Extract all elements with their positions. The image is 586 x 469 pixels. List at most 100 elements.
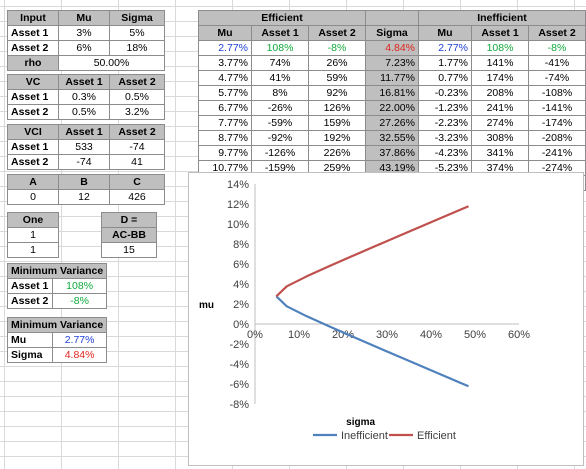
one-value-cell[interactable]: 1 <box>7 242 59 258</box>
efficient-asset1-cell[interactable]: 41% <box>251 70 309 86</box>
sigma-cell[interactable]: 16.81% <box>365 85 419 101</box>
sigma-cell[interactable]: 22.00% <box>365 100 419 116</box>
sigma-header[interactable]: Sigma <box>109 10 165 26</box>
sigma-cell[interactable]: 11.77% <box>365 70 419 86</box>
min-variance-weight-cell[interactable]: 108% <box>51 278 108 294</box>
efficient-asset1-cell[interactable]: -92% <box>251 130 309 146</box>
input-mu-cell[interactable]: 3% <box>58 25 110 41</box>
asset2-header[interactable]: Asset 2 <box>528 25 586 41</box>
efficient-asset2-cell[interactable]: 126% <box>308 100 366 116</box>
input-sigma-cell[interactable]: 5% <box>109 25 165 41</box>
efficient-asset2-cell[interactable]: 226% <box>308 145 366 161</box>
sigma-cell[interactable]: 32.55% <box>365 130 419 146</box>
vci-header[interactable]: VCI <box>7 124 59 140</box>
one-header[interactable]: One <box>7 212 59 228</box>
efficient-asset2-cell[interactable]: -8% <box>308 40 366 56</box>
input-sigma-cell[interactable]: 18% <box>109 40 165 56</box>
row-label[interactable]: Asset 1 <box>7 89 59 105</box>
sigma-cell[interactable]: 7.23% <box>365 55 419 71</box>
inefficient-mu-cell[interactable]: -0.23% <box>418 85 472 101</box>
efficient-asset1-cell[interactable]: -126% <box>251 145 309 161</box>
inefficient-asset1-cell[interactable]: 274% <box>471 115 529 131</box>
one-value-cell[interactable]: 1 <box>7 227 59 243</box>
vc-cell[interactable]: 3.2% <box>109 104 165 120</box>
c-value-cell[interactable]: 426 <box>109 189 165 205</box>
asset1-header[interactable]: Asset 1 <box>58 74 110 90</box>
vci-cell[interactable]: -74 <box>109 139 165 155</box>
inefficient-mu-cell[interactable]: -1.23% <box>418 100 472 116</box>
min-variance-title[interactable]: Minimum Variance <box>6 263 108 279</box>
asset2-header[interactable]: Asset 2 <box>109 124 165 140</box>
input-mu-cell[interactable]: 6% <box>58 40 110 56</box>
efficient-asset2-cell[interactable]: 92% <box>308 85 366 101</box>
inefficient-asset2-cell[interactable]: -41% <box>528 55 586 71</box>
inefficient-asset1-cell[interactable]: 174% <box>471 70 529 86</box>
inefficient-asset1-cell[interactable]: 341% <box>471 145 529 161</box>
inefficient-asset1-cell[interactable]: 241% <box>471 100 529 116</box>
efficient-asset1-cell[interactable]: 8% <box>251 85 309 101</box>
sigma-cell[interactable]: 37.86% <box>365 145 419 161</box>
inefficient-mu-cell[interactable]: 0.77% <box>418 70 472 86</box>
row-label[interactable]: Asset 2 <box>7 154 59 170</box>
efficient-mu-cell[interactable]: 2.77% <box>198 40 252 56</box>
series-line-efficient[interactable] <box>275 205 469 298</box>
sigma-cell[interactable]: 4.84% <box>365 40 419 56</box>
inefficient-mu-cell[interactable]: 1.77% <box>418 55 472 71</box>
inefficient-asset2-cell[interactable]: -174% <box>528 115 586 131</box>
d-formula-header[interactable]: AC-BB <box>101 227 157 243</box>
inefficient-mu-cell[interactable]: -3.23% <box>418 130 472 146</box>
asset1-header[interactable]: Asset 1 <box>58 124 110 140</box>
inefficient-asset1-cell[interactable]: 308% <box>471 130 529 146</box>
d-header[interactable]: D = <box>101 212 157 228</box>
sigma-cell[interactable]: 27.26% <box>365 115 419 131</box>
row-label[interactable]: Asset 2 <box>7 104 59 120</box>
inefficient-asset1-cell[interactable]: 108% <box>471 40 529 56</box>
mu-header[interactable]: Mu <box>58 10 110 26</box>
vc-cell[interactable]: 0.3% <box>58 89 110 105</box>
min-variance-sigma-cell[interactable]: 4.84% <box>51 347 108 363</box>
efficient-mu-cell[interactable]: 8.77% <box>198 130 252 146</box>
d-value-cell[interactable]: 15 <box>101 242 157 258</box>
frontier-chart[interactable]: 14% 12% 10% 8% 6% 4% 2% 0% -2% -4% -6% -8% 0% 10% 20% 3… <box>188 172 584 466</box>
inefficient-asset1-cell[interactable]: 208% <box>471 85 529 101</box>
a-header[interactable]: A <box>7 174 59 190</box>
efficient-asset2-cell[interactable]: 192% <box>308 130 366 146</box>
efficient-mu-cell[interactable]: 3.77% <box>198 55 252 71</box>
vci-cell[interactable]: 41 <box>109 154 165 170</box>
sigma-header[interactable]: Sigma <box>365 25 419 41</box>
vci-cell[interactable]: -74 <box>58 154 110 170</box>
row-label[interactable]: Sigma <box>7 347 53 363</box>
inefficient-asset2-cell[interactable]: -8% <box>528 40 586 56</box>
vc-cell[interactable]: 0.5% <box>58 104 110 120</box>
inefficient-asset1-cell[interactable]: 141% <box>471 55 529 71</box>
efficient-asset1-cell[interactable]: 108% <box>251 40 309 56</box>
efficient-asset2-cell[interactable]: 26% <box>308 55 366 71</box>
min-variance-title[interactable]: Minimum Variance <box>6 317 108 333</box>
efficient-asset1-cell[interactable]: 74% <box>251 55 309 71</box>
series-line-inefficient[interactable] <box>275 295 469 388</box>
efficient-mu-cell[interactable]: 6.77% <box>198 100 252 116</box>
mu-header[interactable]: Mu <box>198 25 252 41</box>
inefficient-asset2-cell[interactable]: -141% <box>528 100 586 116</box>
vc-cell[interactable]: 0.5% <box>109 89 165 105</box>
inefficient-asset2-cell[interactable]: -208% <box>528 130 586 146</box>
efficient-asset2-cell[interactable]: 159% <box>308 115 366 131</box>
min-variance-weight-cell[interactable]: -8% <box>51 293 108 309</box>
mu-header[interactable]: Mu <box>418 25 472 41</box>
inefficient-asset2-cell[interactable]: -74% <box>528 70 586 86</box>
efficient-asset1-cell[interactable]: -26% <box>251 100 309 116</box>
a-value-cell[interactable]: 0 <box>7 189 59 205</box>
row-label[interactable]: Mu <box>7 332 53 348</box>
row-label[interactable]: Asset 1 <box>7 278 53 294</box>
b-header[interactable]: B <box>58 174 110 190</box>
row-label[interactable]: Asset 1 <box>7 25 59 41</box>
asset1-header[interactable]: Asset 1 <box>471 25 529 41</box>
inefficient-asset2-cell[interactable]: -108% <box>528 85 586 101</box>
efficient-mu-cell[interactable]: 7.77% <box>198 115 252 131</box>
rho-value-cell[interactable]: 50.00% <box>58 55 165 71</box>
asset1-header[interactable]: Asset 1 <box>251 25 309 41</box>
efficient-title[interactable]: Efficient <box>198 10 366 26</box>
b-value-cell[interactable]: 12 <box>58 189 110 205</box>
input-header[interactable]: Input <box>7 10 59 26</box>
inefficient-mu-cell[interactable]: -4.23% <box>418 145 472 161</box>
